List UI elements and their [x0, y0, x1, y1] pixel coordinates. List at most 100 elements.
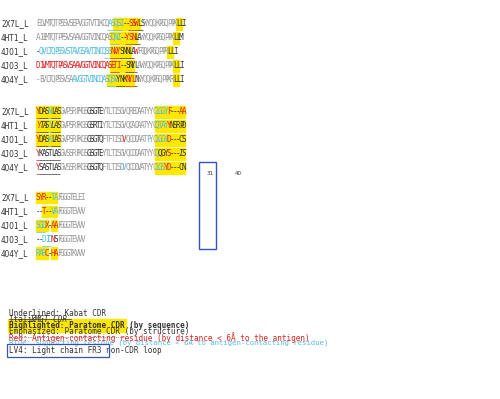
Bar	[172, 134, 176, 146]
Text: V: V	[80, 207, 86, 216]
Text: D: D	[42, 221, 46, 230]
Bar	[36, 219, 39, 231]
Text: L: L	[179, 20, 184, 28]
Text: S: S	[63, 61, 68, 70]
Bar	[119, 60, 122, 72]
Text: G: G	[80, 75, 86, 84]
Text: -: -	[176, 107, 180, 116]
Bar	[178, 148, 182, 160]
Text: L: L	[108, 107, 112, 116]
Text: D: D	[167, 163, 172, 172]
Text: S: S	[140, 20, 145, 28]
Text: A: A	[54, 135, 58, 144]
Text: G: G	[152, 47, 156, 56]
Text: N: N	[122, 47, 127, 56]
Text: V: V	[78, 249, 82, 258]
Text: I: I	[114, 107, 118, 116]
Text: -: -	[39, 207, 44, 216]
Text: V: V	[63, 121, 68, 130]
Text: Q: Q	[51, 34, 56, 42]
Text: L: L	[134, 34, 139, 42]
Bar	[44, 134, 48, 146]
Bar	[116, 32, 119, 44]
Text: V: V	[122, 121, 127, 130]
Text: T: T	[143, 163, 148, 172]
Text: G: G	[84, 34, 88, 42]
Text: LV4: Light chain FR3 non-CDR loop: LV4: Light chain FR3 non-CDR loop	[9, 346, 162, 355]
Text: 40: 40	[235, 171, 242, 176]
Text: C: C	[179, 135, 184, 144]
Text: T: T	[84, 75, 88, 84]
Bar	[158, 134, 161, 146]
Text: C: C	[152, 149, 156, 158]
Text: A: A	[68, 75, 73, 84]
Text: F: F	[57, 193, 62, 202]
Text: S: S	[45, 149, 50, 158]
Text: V: V	[122, 107, 127, 116]
Text: V: V	[51, 207, 56, 216]
Text: Y: Y	[149, 163, 154, 172]
Text: E: E	[42, 34, 46, 42]
Text: I: I	[114, 121, 118, 130]
Text: T: T	[54, 20, 58, 28]
Bar	[44, 192, 48, 203]
Text: S: S	[66, 163, 70, 172]
Text: Y: Y	[116, 75, 121, 84]
Text: G: G	[86, 163, 91, 172]
Text: V: V	[63, 47, 68, 56]
Text: T: T	[90, 47, 94, 56]
Text: F: F	[137, 47, 142, 56]
Text: A: A	[179, 107, 184, 116]
Bar	[155, 120, 158, 132]
Text: S: S	[116, 163, 121, 172]
Text: I: I	[179, 61, 184, 70]
Bar	[134, 32, 138, 44]
Text: L: L	[131, 75, 136, 84]
Text: T: T	[68, 221, 73, 230]
Text: T: T	[143, 107, 148, 116]
Bar	[44, 120, 48, 132]
Text: G: G	[84, 61, 88, 70]
Text: Y: Y	[167, 121, 172, 130]
Text: F: F	[74, 149, 80, 158]
Text: Q: Q	[140, 47, 145, 56]
Bar	[116, 46, 119, 58]
Text: G: G	[161, 135, 166, 144]
Bar	[38, 247, 42, 259]
Text: V: V	[78, 207, 82, 216]
Text: M: M	[45, 61, 50, 70]
Text: R: R	[170, 75, 174, 84]
Text: C: C	[128, 149, 133, 158]
Text: K: K	[155, 20, 160, 28]
Text: K: K	[122, 75, 127, 84]
Text: Y: Y	[126, 34, 130, 42]
Text: P: P	[74, 20, 80, 28]
Text: A: A	[104, 34, 109, 42]
Text: Q: Q	[149, 20, 154, 28]
Bar	[44, 205, 48, 217]
Bar	[48, 205, 51, 217]
Text: -: -	[173, 163, 178, 172]
Text: Q: Q	[102, 34, 106, 42]
Text: K: K	[146, 47, 150, 56]
Text: -: -	[173, 135, 178, 144]
Text: S: S	[84, 135, 88, 144]
Text: N: N	[114, 34, 118, 42]
Text: K: K	[170, 34, 174, 42]
Text: V: V	[86, 75, 91, 84]
Text: V: V	[63, 163, 68, 172]
Text: A: A	[54, 107, 58, 116]
Bar	[176, 134, 179, 146]
Text: G: G	[60, 121, 64, 130]
Text: V: V	[74, 221, 80, 230]
Text: T: T	[143, 121, 148, 130]
Text: S: S	[116, 121, 121, 130]
Text: T: T	[104, 149, 109, 158]
Text: A: A	[140, 107, 145, 116]
Bar	[42, 134, 45, 146]
Bar	[158, 148, 161, 160]
Text: T: T	[48, 61, 52, 70]
Text: Q: Q	[158, 149, 162, 158]
Text: V: V	[63, 135, 68, 144]
Bar	[119, 74, 122, 86]
